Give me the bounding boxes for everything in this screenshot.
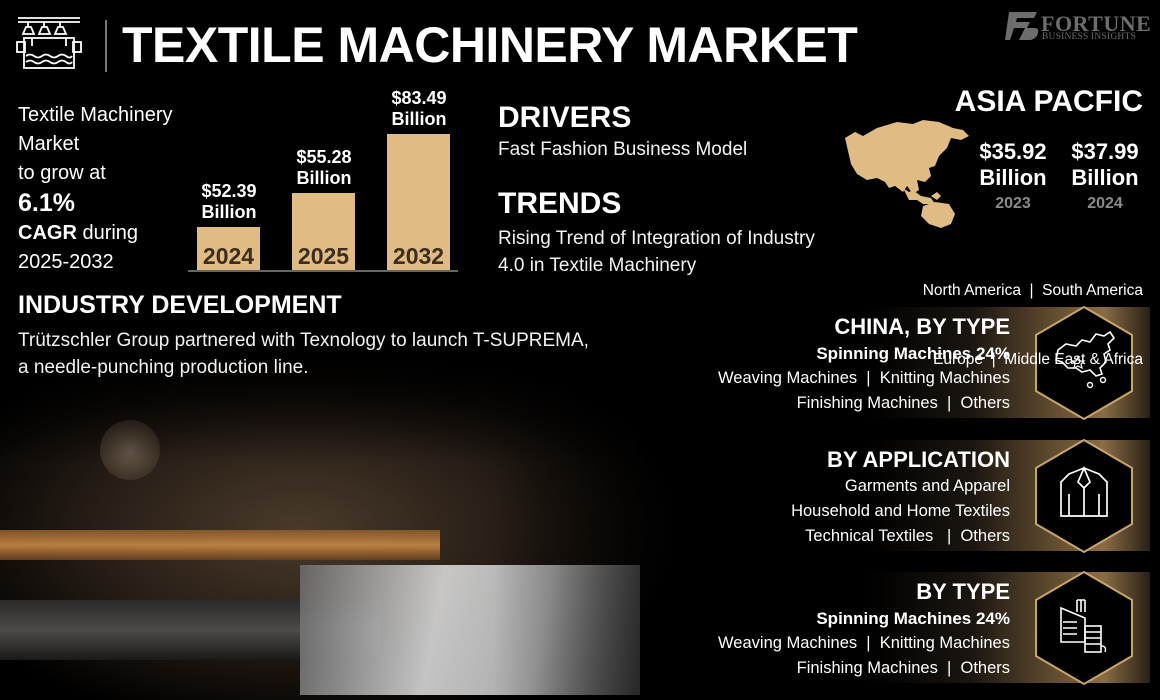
trends-line: Rising Trend of Integration of Industry [498, 228, 815, 249]
trends-text: Rising Trend of Integration of Industry … [498, 225, 815, 279]
trends-heading: TRENDS [498, 187, 622, 220]
chart-baseline [188, 270, 458, 272]
segment-heading: CHINA, BY TYPE [834, 314, 1010, 339]
segment-line: Garments and Apparel [844, 477, 1010, 495]
market-summary: Textile Machinery Market to grow at 6.1%… [18, 101, 173, 277]
industry-text: Trützschler Group partnered with Texnolo… [18, 327, 589, 381]
segment-line: Weaving Machines | Knitting Machines [718, 634, 1010, 652]
regions-line: Europe | Middle East & Africa [933, 351, 1143, 368]
china-map-icon [1035, 305, 1133, 421]
bar-value-label: $55.28 Billion [296, 147, 352, 189]
textile-machine-icon [16, 17, 82, 69]
segment-line: Finishing Machines | Others [796, 659, 1010, 677]
bar-2032 [387, 134, 450, 270]
bar-2025 [292, 193, 355, 270]
regions-line: North America | South America [922, 282, 1143, 299]
asia-pacific-map-icon [845, 120, 969, 228]
segment-china-by-type: CHINA, BY TYPE Spinning Machines 24% Wea… [680, 305, 1150, 421]
page-title: TEXTILE MACHINERY MARKET [122, 17, 858, 73]
bar-year-label: 2032 [392, 243, 445, 269]
bar-year-label: 2024 [202, 243, 255, 269]
region-year: 2024 [1087, 195, 1123, 212]
segment-by-application: BY APPLICATION Garments and Apparel Hous… [680, 438, 1150, 554]
drivers-text: Fast Fashion Business Model [498, 139, 748, 160]
bar-value-label: $52.39 Billion [201, 180, 257, 222]
fortune-logo-icon [1005, 12, 1039, 40]
region-unit: Billion [979, 165, 1047, 190]
segment-heading: BY TYPE [916, 579, 1010, 604]
industry-line: a needle-punching production line. [18, 357, 309, 378]
market-size-bar-chart: 2024 $52.39 Billion 2025 $55.28 Billion 2032 $8… [188, 80, 460, 273]
region-year: 2023 [995, 195, 1031, 212]
industry-heading: INDUSTRY DEVELOPMENT [18, 291, 342, 319]
cagr-period: 2025-2032 [18, 251, 114, 273]
segment-highlight: Spinning Machines 24% [816, 609, 1010, 628]
other-regions: North America | South America Europe | M… [923, 233, 1143, 394]
segment-line: Finishing Machines | Others [796, 394, 1010, 412]
segment-line: Weaving Machines | Knitting Machines [718, 369, 1010, 387]
cagr-value: 6.1% [18, 189, 75, 217]
bar-2024 [197, 226, 260, 270]
segment-heading: BY APPLICATION [827, 447, 1010, 472]
summary-line: during [76, 222, 139, 244]
region-unit: Billion [1071, 165, 1139, 190]
region-amount: $35.92 [979, 139, 1047, 164]
segment-highlight: Spinning Machines 24% [816, 344, 1010, 363]
drivers-heading: DRIVERS [498, 101, 632, 134]
industry-line: Trützschler Group partnered with Texnolo… [18, 330, 589, 351]
logo-subtitle: BUSINESS INSIGHTS [1042, 32, 1136, 42]
trends-line: 4.0 in Textile Machinery [498, 255, 697, 276]
region-value-2023: $35.92 Billion 2023 [966, 139, 1060, 217]
header-divider [105, 20, 107, 72]
summary-line: Textile Machinery [18, 104, 173, 126]
summary-line: Market [18, 133, 80, 155]
shirt-icon [1035, 438, 1133, 554]
region-value-2024: $37.99 Billion 2024 [1060, 139, 1150, 217]
bar-value-label: $83.49 Billion [391, 88, 447, 129]
segment-by-type: BY TYPE Spinning Machines 24% Weaving Ma… [680, 570, 1150, 686]
bar-year-label: 2025 [297, 243, 350, 269]
region-heading: ASIA PACFIC [954, 85, 1143, 118]
logo-brand: FORTUNE [1041, 11, 1152, 36]
fortune-logo: FORTUNE BUSINESS INSIGHTS [1005, 11, 1152, 42]
spinning-machine-icon [1035, 570, 1133, 686]
summary-line: to grow at [18, 162, 106, 184]
cagr-label: CAGR [18, 222, 77, 244]
segment-line: Technical Textiles | Others [805, 527, 1010, 545]
region-amount: $37.99 [1071, 139, 1139, 164]
segment-line: Household and Home Textiles [791, 502, 1010, 520]
